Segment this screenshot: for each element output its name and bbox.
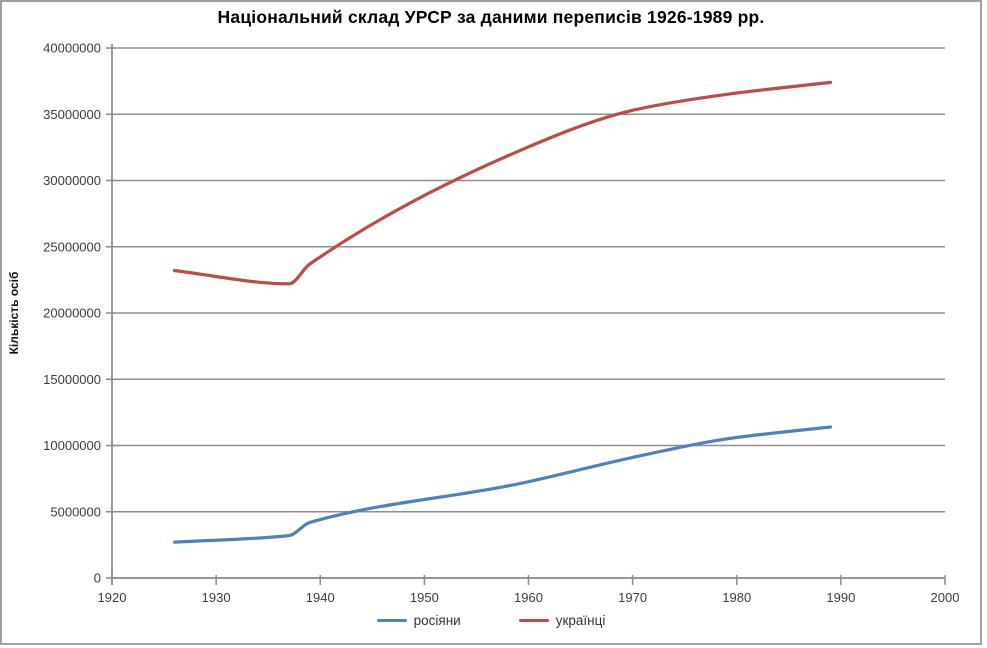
legend-item-rosiyany: росіяни [376, 613, 461, 628]
x-tick-label: 1990 [826, 590, 855, 605]
x-tick-label: 1960 [514, 590, 543, 605]
legend: росіяни українці [0, 613, 982, 628]
y-tick-label: 40000000 [43, 41, 101, 56]
x-tick-label: 1980 [722, 590, 751, 605]
y-tick-label: 25000000 [43, 239, 101, 254]
x-tick-label: 1950 [410, 590, 439, 605]
y-tick-label: 35000000 [43, 107, 101, 122]
x-tick-label: 1930 [202, 590, 231, 605]
legend-line-swatch-red [518, 619, 549, 622]
legend-label-ukraintsi: українці [555, 613, 606, 628]
x-tick-label: 1940 [306, 590, 335, 605]
legend-label-rosiyany: росіяни [413, 613, 461, 628]
series-line-0 [172, 425, 833, 544]
x-tick-label: 2000 [931, 590, 960, 605]
x-tick-label: 1920 [98, 590, 127, 605]
y-tick-label: 10000000 [43, 438, 101, 453]
y-tick-label: 0 [94, 571, 101, 586]
y-tick-label: 30000000 [43, 173, 101, 188]
y-tick-label: 15000000 [43, 372, 101, 387]
legend-line-swatch-blue [376, 619, 407, 622]
x-tick-label: 1970 [618, 590, 647, 605]
legend-item-ukraintsi: українці [518, 613, 606, 628]
y-tick-label: 5000000 [50, 504, 101, 519]
y-tick-label: 20000000 [43, 306, 101, 321]
series-line-1 [172, 80, 833, 286]
chart-title: Національний склад УРСР за даними перепи… [217, 7, 765, 27]
